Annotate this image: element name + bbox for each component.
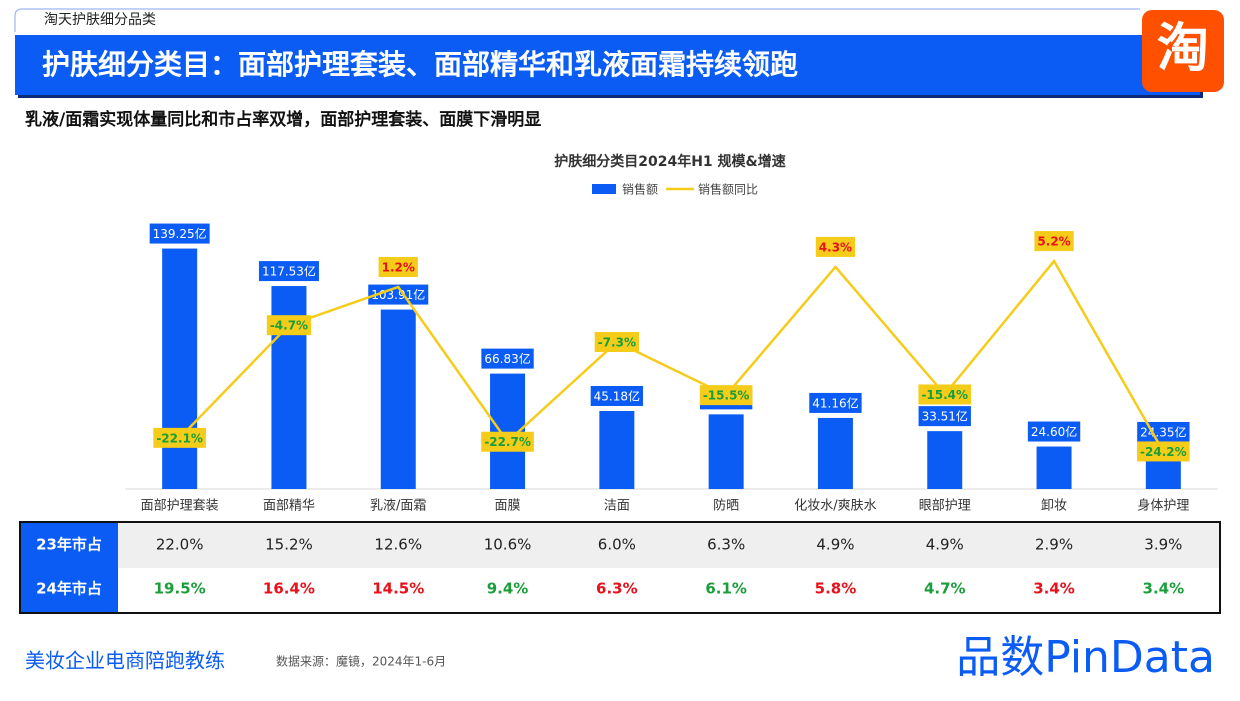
bar bbox=[927, 431, 963, 489]
bar-value-label-bg bbox=[918, 406, 971, 427]
table-cell: 3.4% bbox=[1033, 580, 1075, 598]
line-value-label-bg bbox=[1137, 441, 1190, 462]
bar-value-label: 24.35亿 bbox=[1140, 424, 1186, 439]
tab-text: 淘天护肤细分品类 bbox=[44, 12, 156, 28]
line-value-label: 4.3% bbox=[819, 240, 852, 254]
bar-value-label: 139.25亿 bbox=[153, 226, 207, 241]
table-cell: 6.0% bbox=[598, 536, 636, 554]
x-tick-label: 洁面 bbox=[604, 499, 630, 514]
table-cell: 10.6% bbox=[484, 536, 532, 554]
bar bbox=[708, 414, 744, 489]
table-row-bg bbox=[118, 523, 1219, 568]
table-cell: 15.2% bbox=[265, 536, 313, 554]
line-value-label-bg bbox=[481, 431, 534, 452]
table-cell: 14.5% bbox=[372, 580, 424, 598]
line-value-label: -7.3% bbox=[598, 336, 636, 350]
line-value-label: 5.2% bbox=[1037, 235, 1070, 249]
bar-value-label: 24.60亿 bbox=[1031, 424, 1077, 439]
line-value-label: -15.5% bbox=[703, 389, 750, 403]
bar-value-label-bg bbox=[1027, 421, 1081, 442]
x-tick-label: 乳液/面霜 bbox=[370, 499, 426, 514]
legend-swatch bbox=[592, 184, 616, 194]
bar-value-label: 117.53亿 bbox=[262, 264, 316, 279]
bar-value-label-bg bbox=[149, 223, 210, 244]
taobao-logo-text: 淘 bbox=[1157, 19, 1209, 79]
bar-value-label: 66.83亿 bbox=[484, 351, 530, 366]
page-title: 护肤细分类目：面部护理套装、面部精华和乳液面霜持续领跑 bbox=[42, 48, 798, 81]
line-value-label-bg bbox=[153, 427, 206, 448]
bar-value-label-bg bbox=[258, 261, 319, 282]
chart-title: 护肤细分类目2024年H1 规模&增速 bbox=[554, 153, 786, 170]
line-value-label: -22.7% bbox=[484, 435, 531, 449]
table-cell: 5.8% bbox=[815, 580, 857, 598]
legend-label: 销售额 bbox=[622, 182, 658, 197]
footer-logo: 品数PinData bbox=[956, 632, 1215, 683]
bar-value-label: 41.16亿 bbox=[812, 395, 858, 410]
x-tick-label: 面部护理套装 bbox=[141, 498, 219, 514]
line-value-label-bg bbox=[699, 385, 753, 406]
table-cell: 4.9% bbox=[926, 536, 964, 554]
x-tick-label: 面部精华 bbox=[263, 499, 315, 514]
line-value-label-bg bbox=[266, 315, 312, 336]
x-tick-label: 眼部护理 bbox=[919, 499, 971, 514]
line-value-label: -15.4% bbox=[921, 388, 968, 402]
table-cell: 9.4% bbox=[487, 580, 529, 598]
x-tick-label: 身体护理 bbox=[1137, 498, 1189, 514]
table-cell: 3.4% bbox=[1143, 580, 1185, 598]
x-tick-label: 面膜 bbox=[495, 499, 521, 514]
line-value-label: -24.2% bbox=[1140, 445, 1187, 459]
bar-value-label-bg bbox=[481, 348, 534, 369]
banner bbox=[15, 35, 1200, 95]
table-header-col bbox=[21, 523, 118, 612]
table-cell: 2.9% bbox=[1035, 536, 1073, 554]
x-tick-label: 防晒 bbox=[713, 498, 739, 514]
line bbox=[178, 258, 1165, 453]
x-tick-label: 卸妆 bbox=[1041, 498, 1067, 514]
x-tick-label: 化妆水/爽肤水 bbox=[794, 499, 876, 514]
bar bbox=[599, 410, 635, 489]
table-cell: 6.1% bbox=[705, 580, 747, 598]
line-value-label-bg bbox=[918, 384, 972, 405]
table-cell: 6.3% bbox=[707, 536, 745, 554]
table-cell: 3.9% bbox=[1144, 536, 1182, 554]
table-cell: 19.5% bbox=[154, 580, 206, 598]
footer-source: 数据来源：魔镜，2024年1-6月 bbox=[276, 654, 446, 669]
table-cell: 16.4% bbox=[263, 580, 315, 598]
bar-value-label: 45.18亿 bbox=[594, 388, 640, 403]
table-cell: 4.9% bbox=[816, 536, 854, 554]
bar-value-label: 33.51亿 bbox=[922, 409, 968, 424]
line-value-label: -22.1% bbox=[156, 431, 203, 445]
bar-value-label-bg bbox=[590, 385, 644, 406]
line-value-label: 1.2% bbox=[382, 260, 415, 274]
legend-label: 销售额同比 bbox=[698, 182, 758, 197]
bar bbox=[1036, 446, 1072, 489]
footer-brand: 美妆企业电商陪跑教练 bbox=[25, 649, 225, 673]
bar bbox=[817, 417, 853, 489]
bar bbox=[162, 248, 198, 489]
line-value-label: -4.7% bbox=[270, 319, 308, 333]
table-cell: 12.6% bbox=[374, 536, 422, 554]
tab-outline bbox=[14, 8, 1140, 32]
bar bbox=[380, 309, 416, 489]
bar-value-label-bg bbox=[809, 392, 862, 413]
line-value-label-bg bbox=[1034, 231, 1074, 252]
table-cell: 4.7% bbox=[924, 580, 966, 598]
table-row-header: 24年市占 bbox=[36, 580, 102, 598]
table-row-header: 23年市占 bbox=[36, 536, 102, 554]
line-value-label-bg bbox=[378, 256, 418, 277]
line-value-label-bg bbox=[594, 332, 639, 353]
bar-value-label-bg bbox=[368, 284, 429, 305]
taobao-logo bbox=[1142, 10, 1224, 92]
subtitle: 乳液/面霜实现体量同比和市占率双增，面部护理套装、面膜下滑明显 bbox=[25, 109, 541, 130]
table-cell: 6.3% bbox=[596, 580, 638, 598]
line-value-label-bg bbox=[815, 236, 856, 257]
table-cell: 22.0% bbox=[156, 536, 204, 554]
